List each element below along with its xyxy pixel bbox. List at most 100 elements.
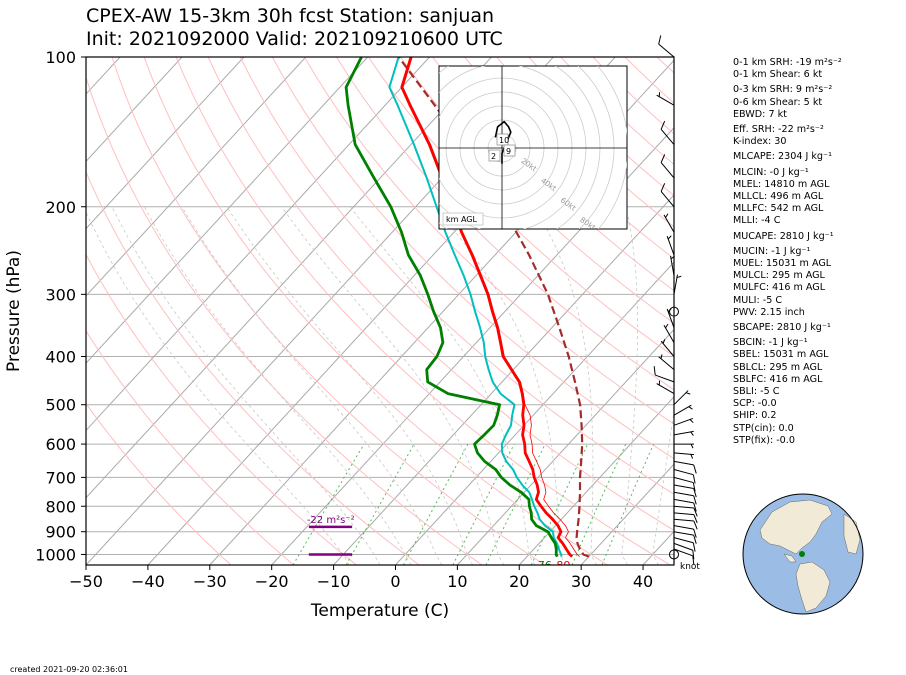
y-tick-label: 800 [45,497,76,516]
wind-barb [674,443,694,449]
barb-half-flag [670,255,675,260]
moist-adiabat [111,206,381,565]
wind-barb [660,120,675,145]
dry-adiabat [86,75,483,565]
locator-globe [742,493,864,615]
isotherm-line [86,57,492,499]
y-tick-label: 700 [45,468,76,487]
hodograph-height-box [503,144,516,157]
moist-adiabat [652,408,674,565]
x-tick-label: 10 [447,572,467,591]
barb-staff [673,537,694,544]
profiles-layer: -22 m²s⁻² 76 80 [307,57,590,572]
mixing-ratio-line [601,443,655,565]
param-line: EBWD: 7 kt [733,108,787,120]
wind-barb [660,183,675,208]
wind-barb [660,339,675,357]
dry-adiabat [239,57,674,495]
barb-full-flag [693,528,697,538]
dry-adiabat [86,170,420,565]
barb-units-label: knot [680,562,700,572]
barb-staff [673,484,694,489]
barb-staff [673,505,694,509]
wind-barb [673,548,695,565]
barb-staff [673,542,693,551]
x-tick-label: 40 [633,572,653,591]
dry-adiabat [143,57,608,565]
param-line: SBLFC: 416 m AGL [733,373,823,385]
param-line: 0-1 km Shear: 6 kt [733,69,823,81]
wind-barb [673,452,694,459]
dry-adiabat [175,57,671,565]
param-line: PWV: 2.15 inch [733,306,805,318]
barb-half-flag [676,275,682,279]
mixing-ratio-line [452,443,515,565]
barb-full-flag [692,482,696,492]
barb-staff [658,356,675,370]
param-line: MULI: -5 C [733,294,783,306]
x-axis-label: Temperature (C) [310,601,449,621]
hodograph-height-label: 2 [491,152,496,161]
barb-staff [666,236,675,256]
isotherm-line [580,463,674,565]
axes-layer: −50 −40 −30 −20 −10 0 10 20 30 40 100 200 300 400 500 6… [35,48,653,591]
wind-barb [663,213,675,233]
barb-staff [673,525,694,530]
barb-half-flag [667,235,672,240]
barb-staff [660,340,675,357]
y-tick-label: 200 [45,198,76,217]
dry-adiabat [432,57,674,292]
x-tick-label: 20 [509,572,529,591]
barb-staff [660,128,675,145]
isotherm-line [518,396,674,565]
barb-half-flag [690,431,694,436]
param-line: STP(cin): 0.0 [733,422,794,434]
mixing-ratio-line [345,443,415,565]
dry-adiabat [86,402,232,565]
wind-barb-calm [669,306,679,317]
barb-full-flag [693,488,697,498]
chart-subtitle: Init: 2021092000 Valid: 202109210600 UTC [86,28,503,50]
barb-full-flag [660,154,666,163]
wind-barb [656,92,675,106]
globe-landmass [783,553,797,563]
wind-barb-calm [669,549,679,560]
barb-staff [655,374,675,383]
barb-staff [673,469,694,476]
stability-parameters: 0-1 km SRH: -19 m²s⁻² 0-1 km Shear: 6 kt 0… [733,57,842,447]
param-line: SBCAPE: 2810 J kg⁻¹ [733,322,831,334]
barb-staff [673,518,694,522]
mixing-ratio-line [292,443,365,565]
y-tick-label: 900 [45,523,76,542]
barb-staff [660,191,675,208]
barb-half-flag [685,392,691,395]
barb-staff [656,383,675,395]
barb-staff [673,531,694,536]
hodograph-height-label: 10 [499,136,509,145]
hodograph-trace [494,120,512,164]
hodograph-height-box [496,133,509,146]
param-line: MLLCL: 496 m AGL [733,191,824,203]
wind-barb [673,531,697,544]
y-tick-label: 100 [45,48,76,67]
wind-barb [673,476,696,492]
isotherm-line [86,57,307,297]
barb-staff [673,476,694,484]
isotherm-line [86,57,369,364]
barb-full-flag [693,502,697,512]
wind-barb [663,323,675,343]
param-line: MLCIN: -0 J kg⁻¹ [733,166,809,178]
surface-label: 80 [556,559,570,572]
wind-barb [673,537,696,552]
wind-barb [673,498,697,512]
x-tick-label: −50 [69,572,103,591]
x-tick-label: −10 [317,572,351,591]
isotherm-line [395,261,674,565]
param-line: MULCL: 295 m AGL [733,270,825,282]
wind-barb [673,518,698,530]
globe-landmass [795,561,831,613]
barb-staff [666,308,675,328]
hodograph-frame [438,65,628,230]
